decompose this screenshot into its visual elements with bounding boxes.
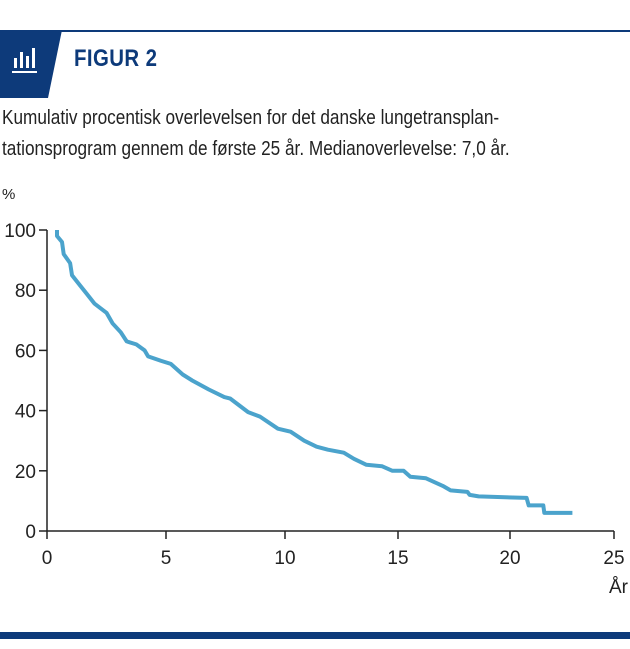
bar-chart-icon xyxy=(0,30,62,98)
y-tick-label: 60 xyxy=(15,341,36,362)
y-tick-label: 20 xyxy=(15,462,36,483)
x-tick-label: 5 xyxy=(161,548,172,569)
x-tick-label: 10 xyxy=(274,548,295,569)
x-tick-label: 20 xyxy=(499,548,520,569)
y-tick-label: 0 xyxy=(25,522,36,543)
figure-caption: Kumulativ procentisk overlevelsen for de… xyxy=(2,103,510,165)
x-tick-label: 0 xyxy=(42,548,53,569)
caption-line: Kumulativ procentisk overlevelsen for de… xyxy=(2,107,500,129)
y-tick-label: 100 xyxy=(4,221,36,242)
x-axis-label: År xyxy=(609,577,629,598)
figure-title: FIGUR 2 xyxy=(74,45,158,72)
top-rule xyxy=(0,30,630,32)
x-tick-label: 25 xyxy=(603,548,624,569)
bottom-rule xyxy=(0,632,630,639)
x-tick-label: 15 xyxy=(387,548,408,569)
survival-chart: % 0 20 40 60 80 100 0 5 10 15 20 25 År xyxy=(2,186,629,598)
y-tick-label: 40 xyxy=(15,402,36,423)
y-axis-label: % xyxy=(2,186,15,203)
y-tick-label: 80 xyxy=(15,281,36,302)
caption-line: tationsprogram gennem de første 25 år. M… xyxy=(2,138,510,160)
survival-curve xyxy=(55,230,573,515)
